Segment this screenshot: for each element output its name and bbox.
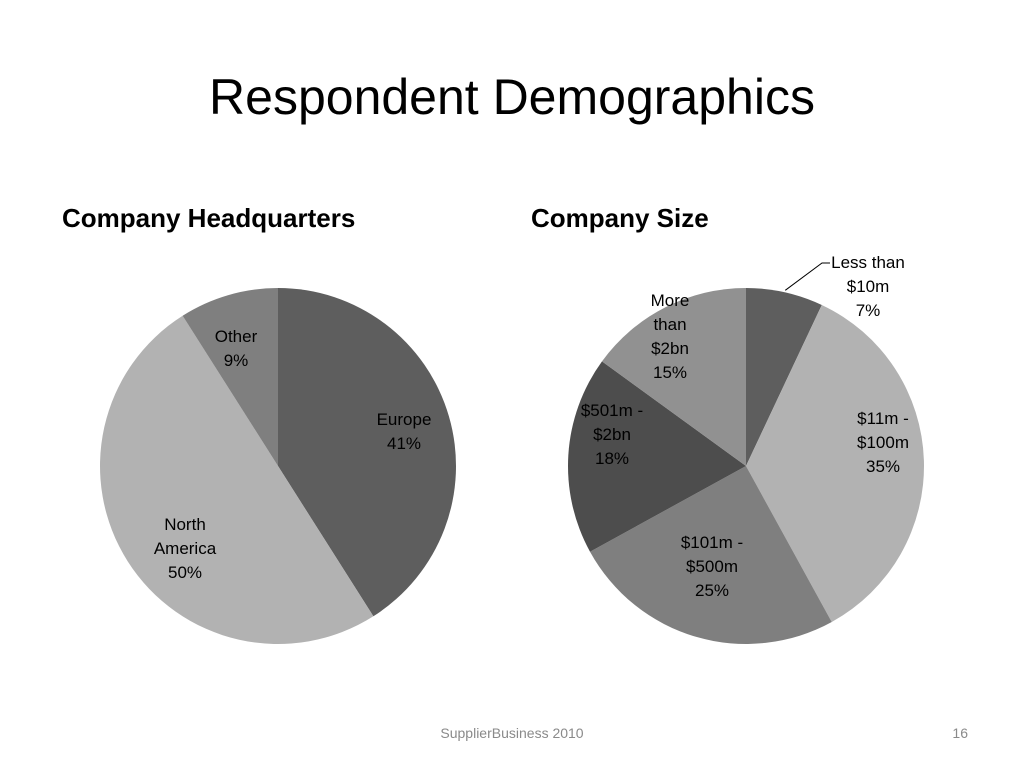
size-label-501m-2bn: $501m -$2bn 18%	[581, 401, 643, 468]
footer-source: SupplierBusiness 2010	[440, 725, 584, 741]
hq-label-europe: Europe 41%	[377, 410, 432, 453]
size-label-less-than-10m: Less than $10m 7%	[831, 253, 905, 320]
size-label-more-than-2bn: More than $2bn 15%	[651, 291, 690, 382]
hq-label-north-america: North America 50%	[154, 515, 217, 582]
hq-slice-north-america	[100, 315, 374, 644]
size-slice-501m-2bn	[568, 361, 746, 552]
slide-number: 16	[952, 725, 968, 741]
hq-label-other: Other 9%	[215, 327, 258, 370]
size-label-11m-100m: $11m -$100m 35%	[857, 409, 909, 476]
company-size-pie-chart: Less than $10m 7% $11m -$100m 35% $101m -$500…	[568, 253, 924, 644]
size-slice-less-than-10m	[746, 288, 822, 466]
headquarters-pie-chart: Europe 41% North America 50% Other 9%	[100, 288, 456, 644]
size-leader-line	[784, 262, 830, 291]
hq-slice-other	[182, 288, 278, 466]
company-size-chart-title: Company Size	[531, 203, 709, 233]
headquarters-chart-title: Company Headquarters	[62, 203, 356, 233]
slide-title: Respondent Demographics	[209, 69, 815, 125]
hq-slice-europe	[278, 288, 456, 617]
size-label-101m-500m: $101m -$500m 25%	[681, 533, 743, 600]
size-slice-more-than-2bn	[601, 288, 746, 466]
size-slice-101m-500m	[590, 466, 832, 644]
size-slice-11m-100m	[746, 304, 924, 622]
